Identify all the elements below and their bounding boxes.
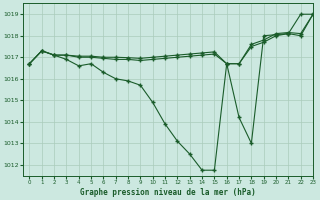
X-axis label: Graphe pression niveau de la mer (hPa): Graphe pression niveau de la mer (hPa): [80, 188, 256, 197]
